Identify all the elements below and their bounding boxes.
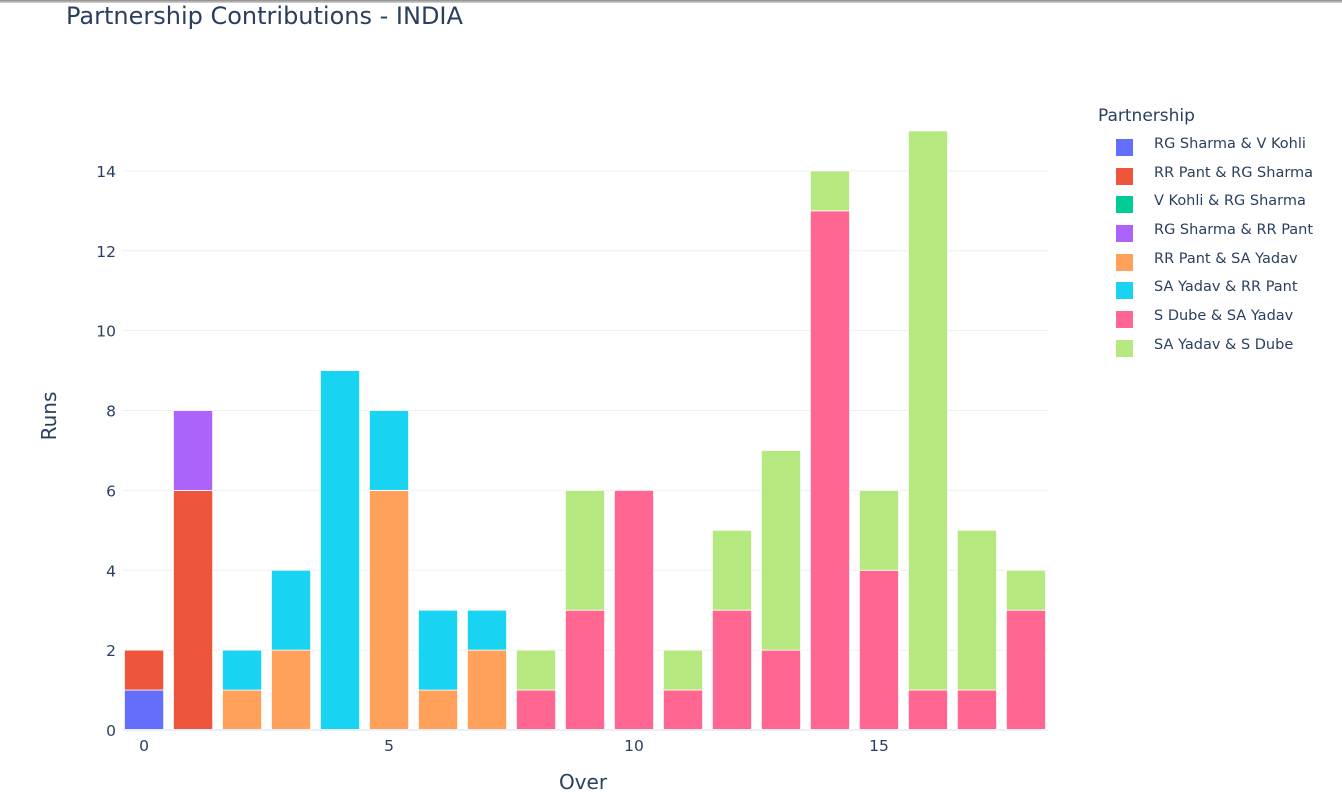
bar-segment <box>760 450 801 651</box>
legend-swatch <box>1116 311 1133 329</box>
legend-items: RG Sharma & V Kohli RR Pant & RG Sharma V … <box>1098 132 1313 362</box>
bar-segment <box>124 649 165 691</box>
bar-segment <box>516 649 557 691</box>
bar-segment <box>858 569 899 731</box>
y-axis-title: Runs <box>37 392 61 441</box>
x-tick-label: 15 <box>869 737 889 755</box>
legend: Partnership RG Sharma & V Kohli RR Pant &… <box>1098 106 1313 362</box>
bars <box>124 130 1046 731</box>
bar-segment <box>809 210 850 731</box>
legend-swatch <box>1116 196 1133 214</box>
bar-segment <box>222 649 263 691</box>
bar-segment <box>662 689 703 731</box>
bar-segment <box>173 410 214 491</box>
legend-swatch <box>1116 167 1133 185</box>
bar-segment <box>173 489 214 731</box>
axes: 0 2 4 6 8 10 12 14 0 5 10 15 <box>96 163 1048 755</box>
x-tick-label: 10 <box>624 737 644 755</box>
bar-segment <box>467 609 508 651</box>
legend-item[interactable]: RR Pant & SA Yadav <box>1098 247 1298 276</box>
legend-swatch <box>1116 339 1133 357</box>
legend-label: SA Yadav & S Dube <box>1154 336 1294 353</box>
y-tick-label: 0 <box>106 722 116 740</box>
bar-segment <box>222 689 263 731</box>
legend-label: SA Yadav & RR Pant <box>1154 279 1298 296</box>
legend-item[interactable]: SA Yadav & S Dube <box>1098 333 1293 362</box>
legend-label: RG Sharma & V Kohli <box>1154 136 1306 152</box>
legend-item[interactable]: V Kohli & RG Sharma <box>1098 189 1306 218</box>
bar-segment <box>271 649 312 731</box>
x-tick-label: 5 <box>384 737 394 755</box>
x-tick-label: 0 <box>139 737 149 755</box>
bar-segment <box>124 689 165 731</box>
legend-item[interactable]: SA Yadav & RR Pant <box>1098 275 1298 304</box>
bar-segment <box>320 370 361 731</box>
bar-segment <box>907 130 948 691</box>
bar-segment <box>467 649 508 731</box>
legend-item[interactable]: RG Sharma & V Kohli <box>1098 132 1306 161</box>
bar-segment <box>662 649 703 691</box>
chart-title: Partnership Contributions - INDIA <box>66 2 463 30</box>
y-tick-label: 4 <box>106 562 116 580</box>
x-axis-title: Over <box>559 770 608 792</box>
y-tick-label: 8 <box>106 403 116 421</box>
legend-swatch <box>1116 282 1133 300</box>
bar-segment <box>418 689 459 731</box>
legend-label: RR Pant & RG Sharma <box>1154 164 1314 181</box>
legend-label: S Dube & SA Yadav <box>1154 308 1294 325</box>
bar-segment <box>271 569 312 651</box>
legend-label: RR Pant & SA Yadav <box>1154 250 1298 267</box>
legend-swatch <box>1116 225 1133 243</box>
bar-segment <box>613 489 654 731</box>
bar-segment <box>369 410 410 491</box>
bar-segment <box>711 609 752 731</box>
legend-swatch <box>1116 253 1133 271</box>
y-tick-label: 14 <box>96 163 116 181</box>
window-top-edge <box>0 0 1342 3</box>
legend-swatch <box>1116 139 1133 156</box>
bar-segment <box>418 609 459 691</box>
y-tick-label: 10 <box>96 323 116 341</box>
bar-segment <box>711 529 752 611</box>
bar-segment <box>858 489 899 571</box>
legend-title: Partnership <box>1098 106 1195 126</box>
bar-segment <box>1005 569 1046 611</box>
bar-segment <box>907 689 948 731</box>
y-tick-label: 2 <box>106 642 116 660</box>
bar-segment <box>565 489 605 611</box>
y-tick-label: 6 <box>106 482 116 500</box>
legend-label: V Kohli & RG Sharma <box>1154 193 1306 210</box>
bar-segment <box>760 649 801 731</box>
bar-segment <box>956 529 997 691</box>
bar-segment <box>1005 609 1046 731</box>
legend-item[interactable]: RR Pant & RG Sharma <box>1098 161 1313 190</box>
legend-label: RG Sharma & RR Pant <box>1154 222 1314 239</box>
bar-segment <box>565 609 605 731</box>
legend-item[interactable]: S Dube & SA Yadav <box>1098 304 1293 333</box>
bar-segment <box>369 489 410 731</box>
legend-item[interactable]: RG Sharma & RR Pant <box>1098 218 1313 247</box>
y-tick-label: 12 <box>96 243 116 261</box>
bar-segment <box>809 170 850 212</box>
bar-segment <box>516 689 557 731</box>
bar-segment <box>956 689 997 731</box>
